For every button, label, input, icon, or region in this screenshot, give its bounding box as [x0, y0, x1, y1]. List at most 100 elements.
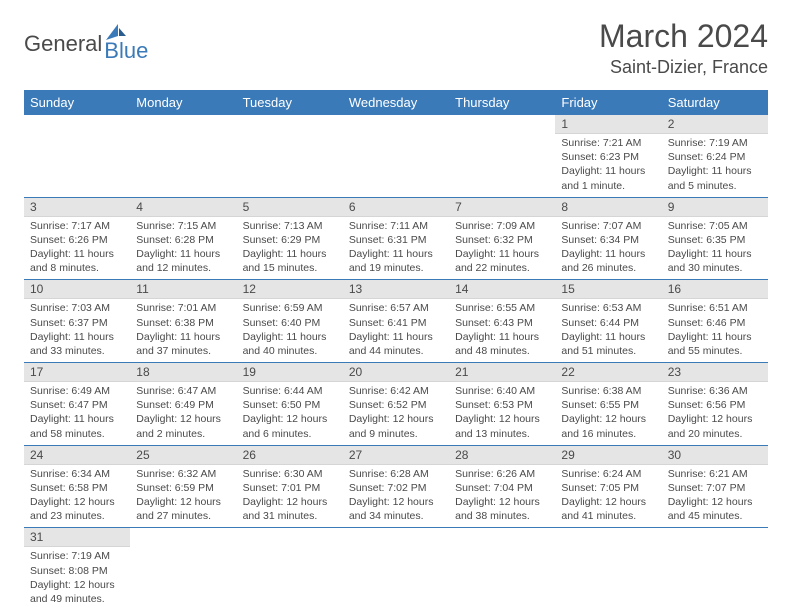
daylight-text-1: Daylight: 12 hours — [668, 412, 762, 426]
daylight-text-1: Daylight: 11 hours — [668, 247, 762, 261]
location: Saint-Dizier, France — [599, 57, 768, 78]
day-number: 1 — [555, 115, 661, 134]
calendar-cell: 12Sunrise: 6:59 AMSunset: 6:40 PMDayligh… — [237, 280, 343, 363]
sunset-text: Sunset: 6:46 PM — [668, 316, 762, 330]
day-number: 19 — [237, 363, 343, 382]
sunset-text: Sunset: 6:49 PM — [136, 398, 230, 412]
sunset-text: Sunset: 8:08 PM — [30, 564, 124, 578]
day-number: 7 — [449, 198, 555, 217]
sunrise-text: Sunrise: 7:09 AM — [455, 219, 549, 233]
daylight-text-2: and 13 minutes. — [455, 427, 549, 441]
day-details: Sunrise: 7:15 AMSunset: 6:28 PMDaylight:… — [130, 217, 236, 280]
daylight-text-1: Daylight: 11 hours — [668, 164, 762, 178]
calendar-cell: 22Sunrise: 6:38 AMSunset: 6:55 PMDayligh… — [555, 363, 661, 446]
calendar-cell: 8Sunrise: 7:07 AMSunset: 6:34 PMDaylight… — [555, 197, 661, 280]
sunrise-text: Sunrise: 7:19 AM — [668, 136, 762, 150]
day-details: Sunrise: 7:05 AMSunset: 6:35 PMDaylight:… — [662, 217, 768, 280]
day-number: 16 — [662, 280, 768, 299]
calendar-week-row: 31Sunrise: 7:19 AMSunset: 8:08 PMDayligh… — [24, 528, 768, 610]
daylight-text-2: and 6 minutes. — [243, 427, 337, 441]
sunrise-text: Sunrise: 6:40 AM — [455, 384, 549, 398]
daylight-text-2: and 37 minutes. — [136, 344, 230, 358]
month-title: March 2024 — [599, 18, 768, 55]
sunset-text: Sunset: 6:28 PM — [136, 233, 230, 247]
day-details: Sunrise: 6:40 AMSunset: 6:53 PMDaylight:… — [449, 382, 555, 445]
day-number: 8 — [555, 198, 661, 217]
title-block: March 2024 Saint-Dizier, France — [599, 18, 768, 78]
day-details: Sunrise: 6:55 AMSunset: 6:43 PMDaylight:… — [449, 299, 555, 362]
sunrise-text: Sunrise: 7:07 AM — [561, 219, 655, 233]
calendar-cell: 23Sunrise: 6:36 AMSunset: 6:56 PMDayligh… — [662, 363, 768, 446]
sunrise-text: Sunrise: 6:53 AM — [561, 301, 655, 315]
daylight-text-2: and 31 minutes. — [243, 509, 337, 523]
day-details: Sunrise: 7:09 AMSunset: 6:32 PMDaylight:… — [449, 217, 555, 280]
calendar-cell: 16Sunrise: 6:51 AMSunset: 6:46 PMDayligh… — [662, 280, 768, 363]
calendar-cell — [237, 115, 343, 197]
weekday-header-row: Sunday Monday Tuesday Wednesday Thursday… — [24, 90, 768, 115]
sunrise-text: Sunrise: 7:21 AM — [561, 136, 655, 150]
daylight-text-1: Daylight: 11 hours — [349, 247, 443, 261]
sunrise-text: Sunrise: 7:15 AM — [136, 219, 230, 233]
sunrise-text: Sunrise: 7:19 AM — [30, 549, 124, 563]
daylight-text-2: and 12 minutes. — [136, 261, 230, 275]
sunset-text: Sunset: 6:43 PM — [455, 316, 549, 330]
day-number: 17 — [24, 363, 130, 382]
daylight-text-2: and 48 minutes. — [455, 344, 549, 358]
sunset-text: Sunset: 7:02 PM — [349, 481, 443, 495]
sunset-text: Sunset: 6:24 PM — [668, 150, 762, 164]
daylight-text-2: and 23 minutes. — [30, 509, 124, 523]
calendar-cell — [130, 115, 236, 197]
day-details: Sunrise: 7:19 AMSunset: 8:08 PMDaylight:… — [24, 547, 130, 610]
daylight-text-2: and 1 minute. — [561, 179, 655, 193]
daylight-text-2: and 40 minutes. — [243, 344, 337, 358]
sunrise-text: Sunrise: 6:42 AM — [349, 384, 443, 398]
day-details: Sunrise: 6:30 AMSunset: 7:01 PMDaylight:… — [237, 465, 343, 528]
brand-part2: Blue — [104, 38, 148, 64]
day-details: Sunrise: 6:26 AMSunset: 7:04 PMDaylight:… — [449, 465, 555, 528]
sunrise-text: Sunrise: 6:24 AM — [561, 467, 655, 481]
calendar-cell: 7Sunrise: 7:09 AMSunset: 6:32 PMDaylight… — [449, 197, 555, 280]
day-details: Sunrise: 7:21 AMSunset: 6:23 PMDaylight:… — [555, 134, 661, 197]
calendar-cell — [130, 528, 236, 610]
day-details: Sunrise: 6:53 AMSunset: 6:44 PMDaylight:… — [555, 299, 661, 362]
calendar-cell: 21Sunrise: 6:40 AMSunset: 6:53 PMDayligh… — [449, 363, 555, 446]
day-details: Sunrise: 6:32 AMSunset: 6:59 PMDaylight:… — [130, 465, 236, 528]
sunset-text: Sunset: 6:53 PM — [455, 398, 549, 412]
day-details: Sunrise: 6:24 AMSunset: 7:05 PMDaylight:… — [555, 465, 661, 528]
sunrise-text: Sunrise: 6:26 AM — [455, 467, 549, 481]
calendar-cell: 5Sunrise: 7:13 AMSunset: 6:29 PMDaylight… — [237, 197, 343, 280]
daylight-text-1: Daylight: 12 hours — [561, 412, 655, 426]
day-number: 24 — [24, 446, 130, 465]
sunrise-text: Sunrise: 7:03 AM — [30, 301, 124, 315]
daylight-text-2: and 33 minutes. — [30, 344, 124, 358]
day-number: 21 — [449, 363, 555, 382]
sunset-text: Sunset: 7:01 PM — [243, 481, 337, 495]
calendar-cell: 31Sunrise: 7:19 AMSunset: 8:08 PMDayligh… — [24, 528, 130, 610]
day-number: 31 — [24, 528, 130, 547]
sunrise-text: Sunrise: 7:11 AM — [349, 219, 443, 233]
calendar-cell — [237, 528, 343, 610]
daylight-text-2: and 15 minutes. — [243, 261, 337, 275]
sunset-text: Sunset: 6:37 PM — [30, 316, 124, 330]
sunrise-text: Sunrise: 6:21 AM — [668, 467, 762, 481]
daylight-text-1: Daylight: 11 hours — [561, 247, 655, 261]
calendar-cell — [449, 528, 555, 610]
day-number: 12 — [237, 280, 343, 299]
sunrise-text: Sunrise: 6:55 AM — [455, 301, 549, 315]
sunrise-text: Sunrise: 7:17 AM — [30, 219, 124, 233]
calendar-cell: 6Sunrise: 7:11 AMSunset: 6:31 PMDaylight… — [343, 197, 449, 280]
sunset-text: Sunset: 6:52 PM — [349, 398, 443, 412]
day-details: Sunrise: 7:07 AMSunset: 6:34 PMDaylight:… — [555, 217, 661, 280]
calendar-cell: 15Sunrise: 6:53 AMSunset: 6:44 PMDayligh… — [555, 280, 661, 363]
day-number: 6 — [343, 198, 449, 217]
sunrise-text: Sunrise: 7:05 AM — [668, 219, 762, 233]
calendar-cell: 26Sunrise: 6:30 AMSunset: 7:01 PMDayligh… — [237, 445, 343, 528]
daylight-text-2: and 41 minutes. — [561, 509, 655, 523]
day-details: Sunrise: 7:03 AMSunset: 6:37 PMDaylight:… — [24, 299, 130, 362]
daylight-text-1: Daylight: 11 hours — [668, 330, 762, 344]
daylight-text-2: and 49 minutes. — [30, 592, 124, 606]
day-details: Sunrise: 6:59 AMSunset: 6:40 PMDaylight:… — [237, 299, 343, 362]
day-number: 22 — [555, 363, 661, 382]
daylight-text-2: and 5 minutes. — [668, 179, 762, 193]
daylight-text-1: Daylight: 11 hours — [455, 247, 549, 261]
